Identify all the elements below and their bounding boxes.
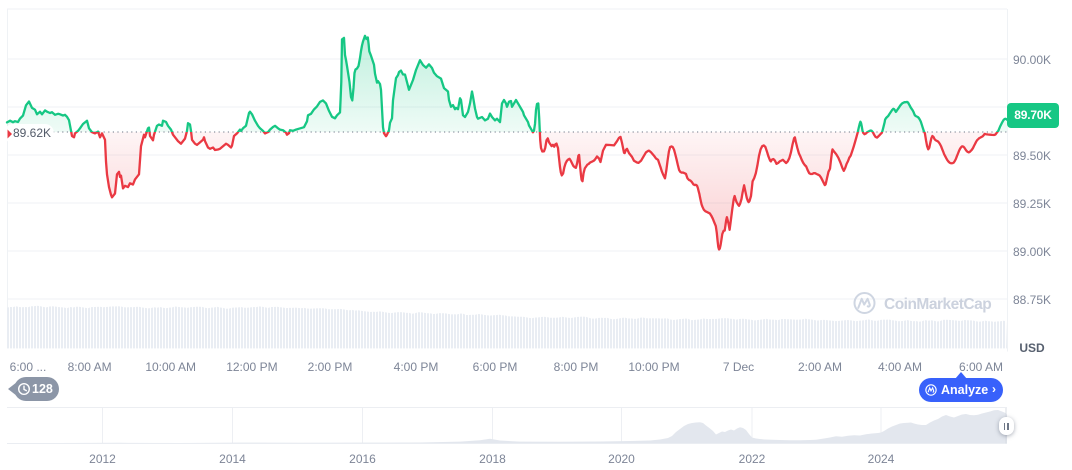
svg-text:CoinMarketCap: CoinMarketCap xyxy=(884,296,991,313)
